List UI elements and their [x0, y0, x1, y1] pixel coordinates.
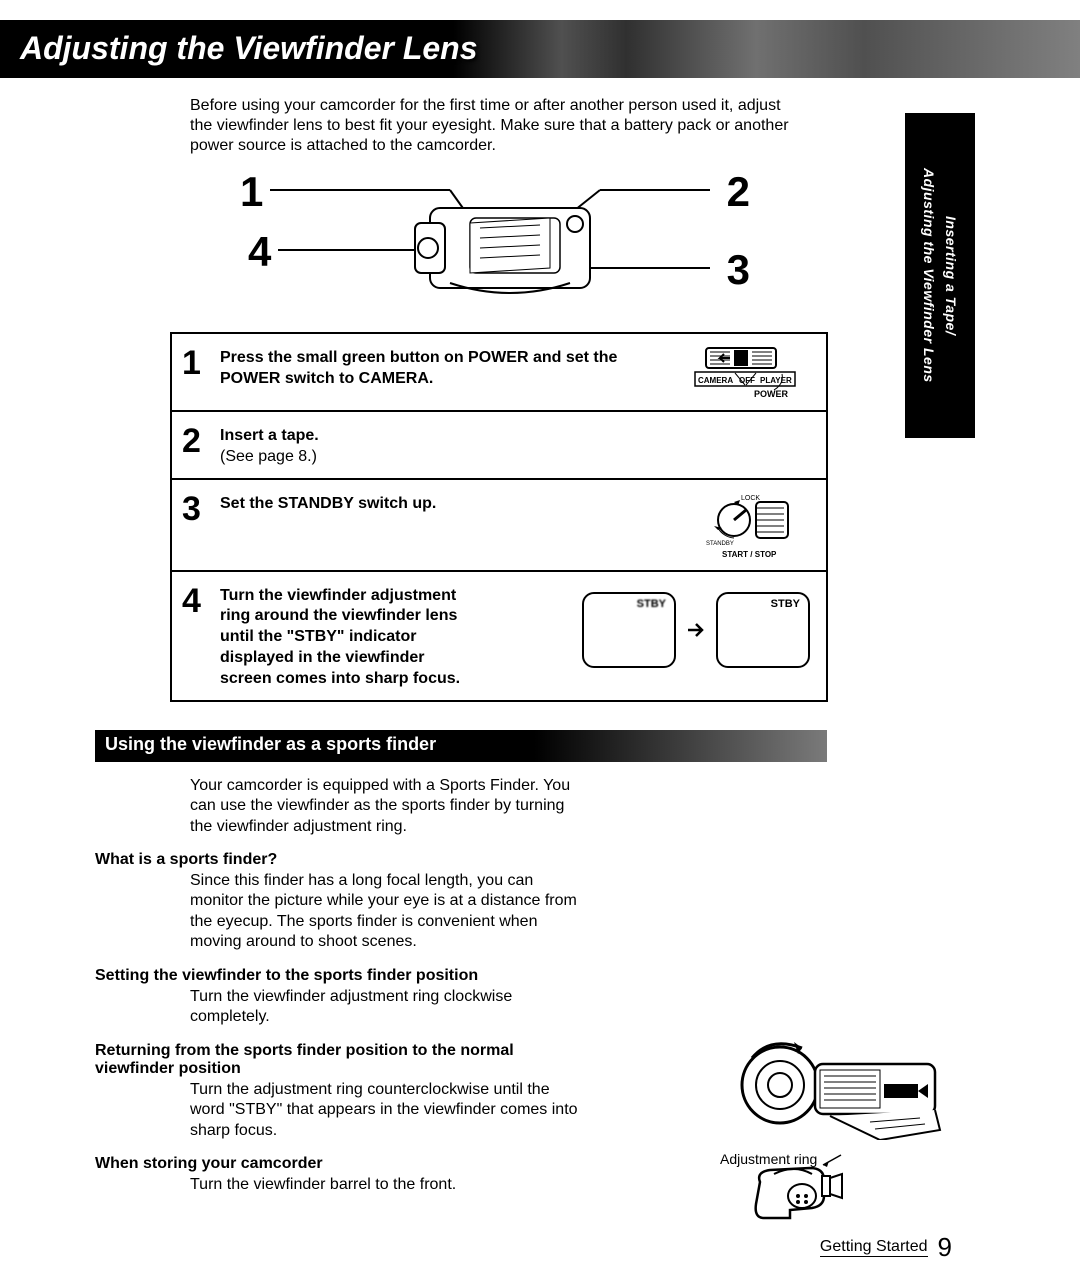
camcorder-diagram: 1 2 3 4	[170, 168, 780, 318]
page-title: Adjusting the Viewfinder Lens	[20, 30, 478, 66]
page-title-bar: Adjusting the Viewfinder Lens	[0, 20, 1080, 78]
step-row-2: 2 Insert a tape. (See page 8.)	[172, 410, 826, 478]
svg-text:POWER: POWER	[754, 389, 789, 399]
standby-switch-icon: LOCK STANDBY START / STOP	[684, 490, 814, 560]
subheading-bar: Using the viewfinder as a sports finder	[95, 730, 827, 762]
svg-text:PLAYER: PLAYER	[760, 376, 792, 385]
camcorder-front-icon	[742, 1042, 940, 1140]
para-returning: Turn the adjustment ring counterclockwis…	[190, 1080, 580, 1141]
storing-illustration	[750, 1160, 920, 1235]
side-tab: Adjusting the Viewfinder Lens Inserting …	[905, 113, 975, 438]
steps-table: 1 Press the small green button on POWER …	[170, 332, 828, 702]
footer-page-number: 9	[938, 1232, 952, 1263]
heading-what-is: What is a sports finder?	[95, 851, 595, 869]
footer-section-label: Getting Started	[820, 1238, 928, 1257]
step-number: 2	[182, 422, 216, 458]
heading-setting: Setting the viewfinder to the sports fin…	[95, 967, 595, 985]
svg-text:CAMERA: CAMERA	[698, 376, 733, 385]
stby-frame-blurry: STBY	[582, 592, 676, 668]
step-text: Insert a tape.	[220, 426, 808, 447]
sports-intro: Your camcorder is equipped with a Sports…	[190, 776, 580, 837]
heading-storing: When storing your camcorder	[95, 1155, 595, 1173]
stby-label: STBY	[637, 598, 666, 610]
step-row-3: 3 Set the STANDBY switch up. LOCK STANDB…	[172, 478, 826, 570]
intro-paragraph: Before using your camcorder for the firs…	[190, 96, 790, 156]
side-tab-line1: Inserting a Tape/	[943, 216, 959, 335]
para-storing: Turn the viewfinder barrel to the front.	[190, 1175, 580, 1195]
camcorder-svg	[170, 168, 780, 318]
step-row-1: 1 Press the small green button on POWER …	[172, 334, 826, 410]
para-setting: Turn the viewfinder adjustment ring cloc…	[190, 987, 580, 1028]
arrow-right-icon	[686, 620, 706, 640]
svg-text:START / STOP: START / STOP	[722, 550, 777, 559]
stby-frames-icon: STBY STBY	[582, 592, 810, 668]
heading-returning: Returning from the sports finder positio…	[95, 1042, 595, 1078]
step-text: Turn the viewfinder adjustment ring arou…	[220, 587, 460, 687]
para-what-is: Since this finder has a long focal lengt…	[190, 871, 580, 953]
subheading: Using the viewfinder as a sports finder	[105, 734, 436, 754]
side-tab-line2: Adjusting the Viewfinder Lens	[921, 168, 937, 383]
step-number: 1	[182, 344, 216, 380]
page-footer: Getting Started 9	[820, 1232, 952, 1263]
camcorder-side-icon	[756, 1168, 842, 1218]
svg-text:LOCK: LOCK	[741, 495, 760, 502]
svg-text:STANDBY: STANDBY	[706, 541, 734, 547]
step-number: 4	[182, 582, 216, 618]
power-switch-icon: CAMERA OFF PLAYER POWER	[684, 344, 814, 400]
step-text: Set the STANDBY switch up.	[220, 495, 436, 512]
step-subtext: (See page 8.)	[220, 447, 808, 468]
step-row-4: 4 Turn the viewfinder adjustment ring ar…	[172, 570, 826, 700]
step-number: 3	[182, 490, 216, 526]
step-text: Press the small green button on POWER an…	[220, 349, 617, 387]
camcorder-body-icon	[415, 208, 590, 293]
stby-label: STBY	[771, 598, 800, 610]
adjustment-ring-illustration: Adjustment ring	[720, 1030, 950, 1167]
stby-frame-sharp: STBY	[716, 592, 810, 668]
